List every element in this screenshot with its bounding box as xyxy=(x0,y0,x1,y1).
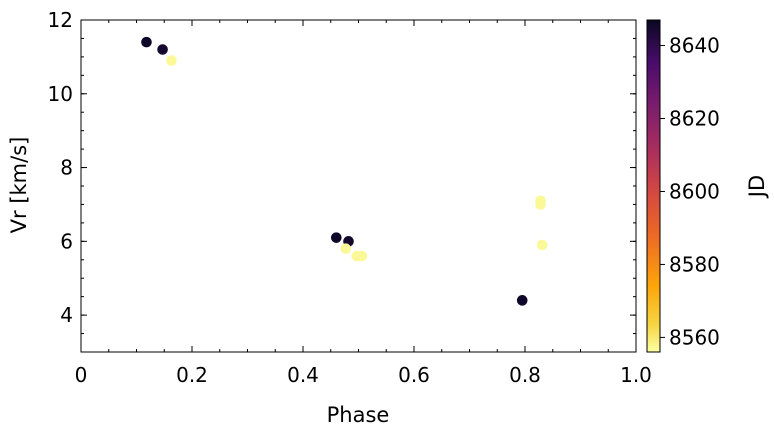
x-tick-label: 0.6 xyxy=(398,363,430,387)
x-tick-label: 0.2 xyxy=(176,363,208,387)
data-point xyxy=(141,36,152,48)
y-tick-label: 8 xyxy=(60,156,73,180)
colorbar xyxy=(646,19,661,353)
plot-frame xyxy=(80,19,637,353)
data-point xyxy=(535,199,546,210)
y-tick-label: 4 xyxy=(60,303,73,327)
data-points xyxy=(141,36,548,306)
data-point xyxy=(356,250,368,262)
y-tick-label: 6 xyxy=(60,229,73,253)
colorbar-tick-label: 8580 xyxy=(669,252,720,276)
x-tick-label: 0.8 xyxy=(509,363,541,387)
data-point xyxy=(166,55,177,66)
colorbar-tick-label: 8620 xyxy=(669,107,720,131)
colorbar-tick-label: 8640 xyxy=(669,34,720,58)
colorbar-tick-label: 8560 xyxy=(669,325,720,349)
data-point xyxy=(331,232,342,243)
y-axis-label: Vr [km/s] xyxy=(7,137,31,234)
x-axis-label: Phase xyxy=(327,403,390,427)
x-tick-label: 1.0 xyxy=(620,363,652,387)
x-tick-label: 0 xyxy=(75,363,88,387)
colorbar-label: JD xyxy=(745,175,769,199)
colorbar-tick-label: 8600 xyxy=(669,179,720,203)
axes: 0 0.2 0.4 0.6 0.8 1.0 4 6 8 10 12 xyxy=(48,8,652,387)
y-tick-label: 10 xyxy=(48,82,73,106)
data-point xyxy=(157,44,168,55)
x-tick-label: 0.4 xyxy=(287,363,319,387)
data-point xyxy=(536,239,548,251)
data-point xyxy=(516,295,528,306)
data-point xyxy=(340,243,352,255)
y-tick-label: 12 xyxy=(48,8,73,32)
colorbar-ticks: 8560 8580 8600 8620 8640 xyxy=(660,34,720,349)
